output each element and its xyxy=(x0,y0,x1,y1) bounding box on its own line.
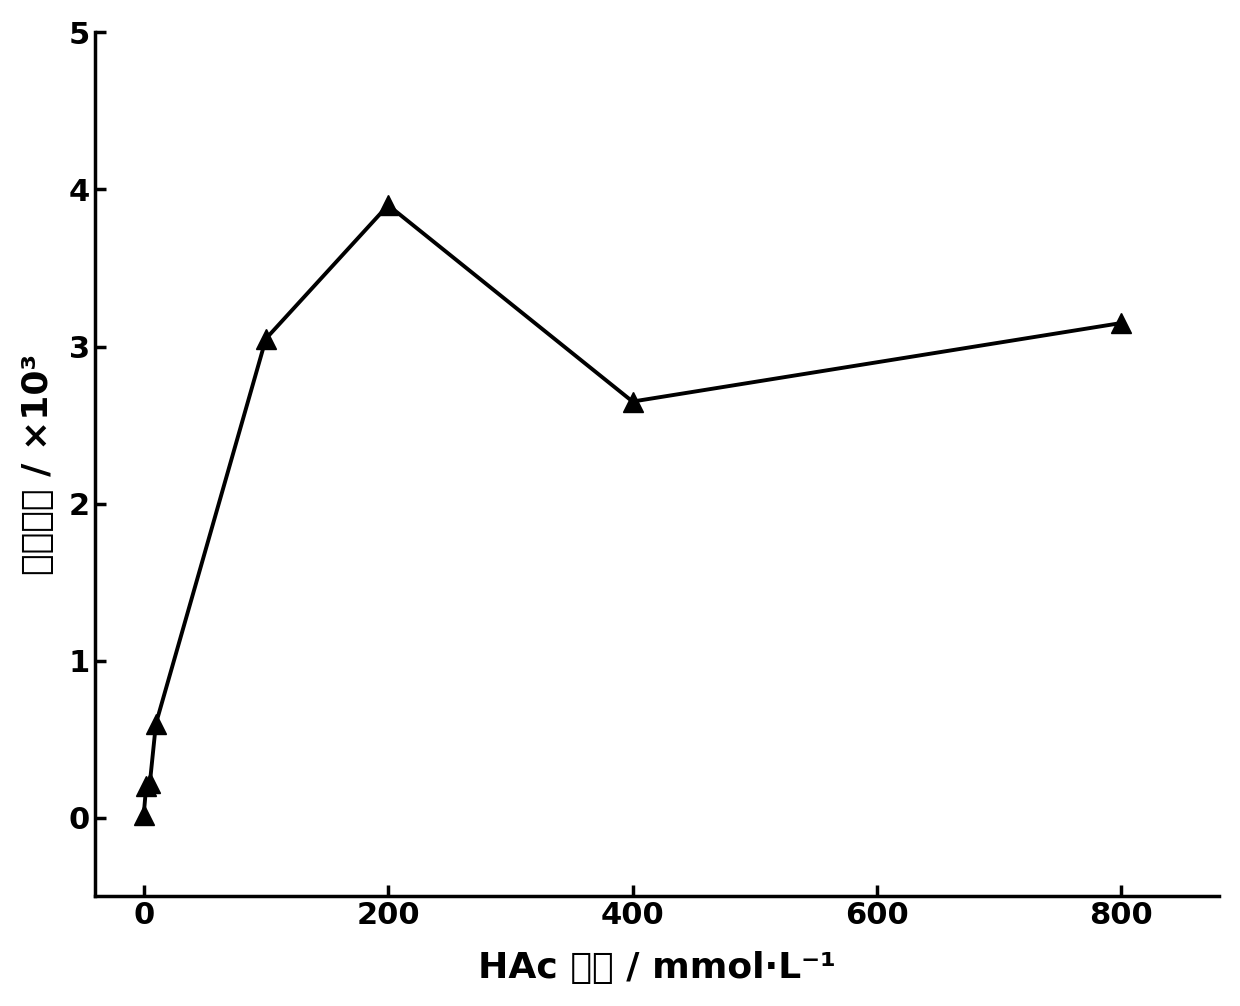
Y-axis label: 颜色强度 / ×10³: 颜色强度 / ×10³ xyxy=(21,354,55,575)
X-axis label: HAc 浓度 / mmol·L⁻¹: HAc 浓度 / mmol·L⁻¹ xyxy=(479,951,836,985)
